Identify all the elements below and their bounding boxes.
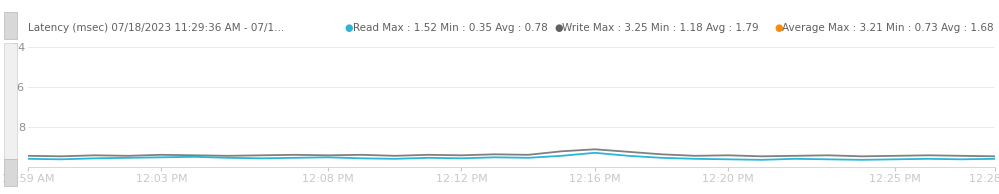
Text: ●: ●: [345, 23, 354, 33]
Text: Write Max : 3.25 Min : 1.18 Avg : 1.79: Write Max : 3.25 Min : 1.18 Avg : 1.79: [562, 23, 759, 33]
Text: Average Max : 3.21 Min : 0.73 Avg : 1.68: Average Max : 3.21 Min : 0.73 Avg : 1.68: [782, 23, 994, 33]
Text: Latency (msec) 07/18/2023 11:29:36 AM - 07/1...: Latency (msec) 07/18/2023 11:29:36 AM - …: [28, 23, 285, 33]
Text: ●: ●: [554, 23, 563, 33]
Text: Read Max : 1.52 Min : 0.35 Avg : 0.78: Read Max : 1.52 Min : 0.35 Avg : 0.78: [353, 23, 547, 33]
Text: ●: ●: [774, 23, 783, 33]
